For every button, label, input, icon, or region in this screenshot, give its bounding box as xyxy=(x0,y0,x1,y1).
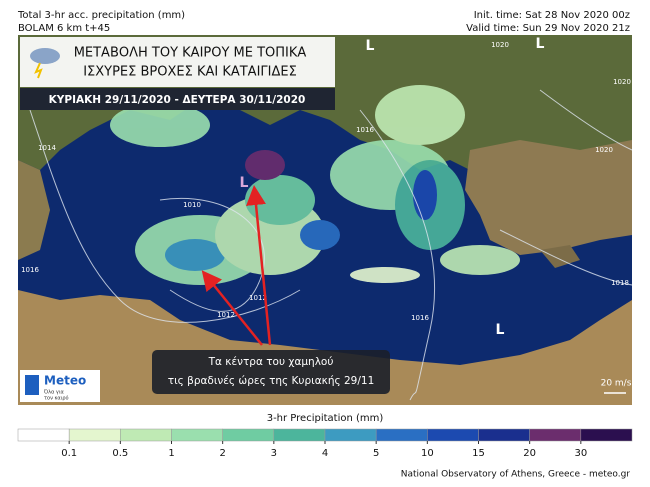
isobar-label: 1020 xyxy=(595,146,613,154)
color-segment xyxy=(273,428,326,442)
isobar-label: 1018 xyxy=(611,279,629,287)
land-iberia xyxy=(18,160,50,260)
banner-line: ΙΣΧΥΡΕΣ ΒΡΟΧΕΣ ΚΑΙ ΚΑΤΑΙΓΙΔΕΣ xyxy=(83,65,297,80)
color-segment xyxy=(478,428,530,442)
isobar-label: 1020 xyxy=(491,41,509,49)
colorbar: 0.1 0.5 1 2 3 4 5 10 15 20 30 xyxy=(17,428,633,459)
isobar-label: 1016 xyxy=(21,266,39,274)
legend-title: 3-hr Precipitation (mm) xyxy=(267,413,384,424)
logo-mark xyxy=(25,375,39,395)
color-segment xyxy=(375,428,428,442)
land-cyprus xyxy=(540,245,580,268)
tick-label: 20 xyxy=(523,448,536,459)
isobar-lines xyxy=(29,89,633,401)
color-segment xyxy=(17,428,70,442)
color-segment xyxy=(427,428,479,442)
model-label: BOLAM 6 km t+45 xyxy=(18,23,110,34)
banner-line: ΜΕΤΑΒΟΛΗ ΤΟΥ ΚΑΙΡΟΥ ΜΕ ΤΟΠΙΚΑ xyxy=(74,46,307,61)
init-time: Init. time: Sat 28 Nov 2020 00z xyxy=(474,10,630,21)
low-center: L xyxy=(496,322,505,338)
tick-label: 30 xyxy=(574,448,587,459)
wind-scale: 20 m/s xyxy=(601,379,632,389)
color-segment xyxy=(580,428,633,442)
tick-label: 5 xyxy=(373,448,379,459)
annotation: Τα κέντρα του χαμηλού xyxy=(208,356,334,368)
isobar-label: 1016 xyxy=(356,126,374,134)
dates: ΚΥΡΙΑΚΗ 29/11/2020 - ΔΕΥΤΕΡΑ 30/11/2020 xyxy=(49,94,306,106)
low-center: L xyxy=(536,36,545,52)
isobar-label: 1016 xyxy=(411,314,429,322)
footer: National Observatory of Athens, Greece -… xyxy=(401,470,631,480)
tick-label: 3 xyxy=(271,448,277,459)
product-title: Total 3-hr acc. precipitation (mm) xyxy=(17,10,185,21)
tick-label: 0.5 xyxy=(112,448,128,459)
color-segment xyxy=(529,428,582,442)
logo-tagline: Όλα για xyxy=(43,389,65,396)
color-segment xyxy=(68,428,121,442)
tick-label: 10 xyxy=(421,448,434,459)
low-center: L xyxy=(240,175,249,191)
isobar-label: 1010 xyxy=(183,201,201,209)
isobar-label: 1020 xyxy=(613,78,631,86)
color-segment xyxy=(222,428,275,442)
banner-box xyxy=(20,37,335,87)
color-segment xyxy=(120,428,172,442)
tick-label: 2 xyxy=(219,448,225,459)
logo-name: Meteo xyxy=(44,374,86,388)
low-center: L xyxy=(366,38,375,54)
tick-label: 4 xyxy=(322,448,328,459)
color-segment xyxy=(324,428,377,442)
land-anatolia xyxy=(465,140,632,255)
precipitation xyxy=(110,85,520,285)
annotation-box xyxy=(152,350,390,394)
tick-label: 1 xyxy=(168,448,174,459)
isobar-label: 1012 xyxy=(217,311,235,319)
valid-time: Valid time: Sun 29 Nov 2020 21z xyxy=(466,23,630,34)
isobar-label: 1014 xyxy=(38,144,56,152)
annotation: τις βραδινές ώρες της Κυριακής 29/11 xyxy=(168,375,375,387)
dates-box xyxy=(20,88,335,110)
arrows xyxy=(201,185,272,346)
banner-icon xyxy=(30,48,60,79)
logo-tagline: τον καιρό xyxy=(44,395,69,402)
color-segment xyxy=(171,428,223,442)
tick-label: 15 xyxy=(472,448,485,459)
isobar-label: 1012 xyxy=(249,294,267,302)
tick-label: 0.1 xyxy=(61,448,77,459)
